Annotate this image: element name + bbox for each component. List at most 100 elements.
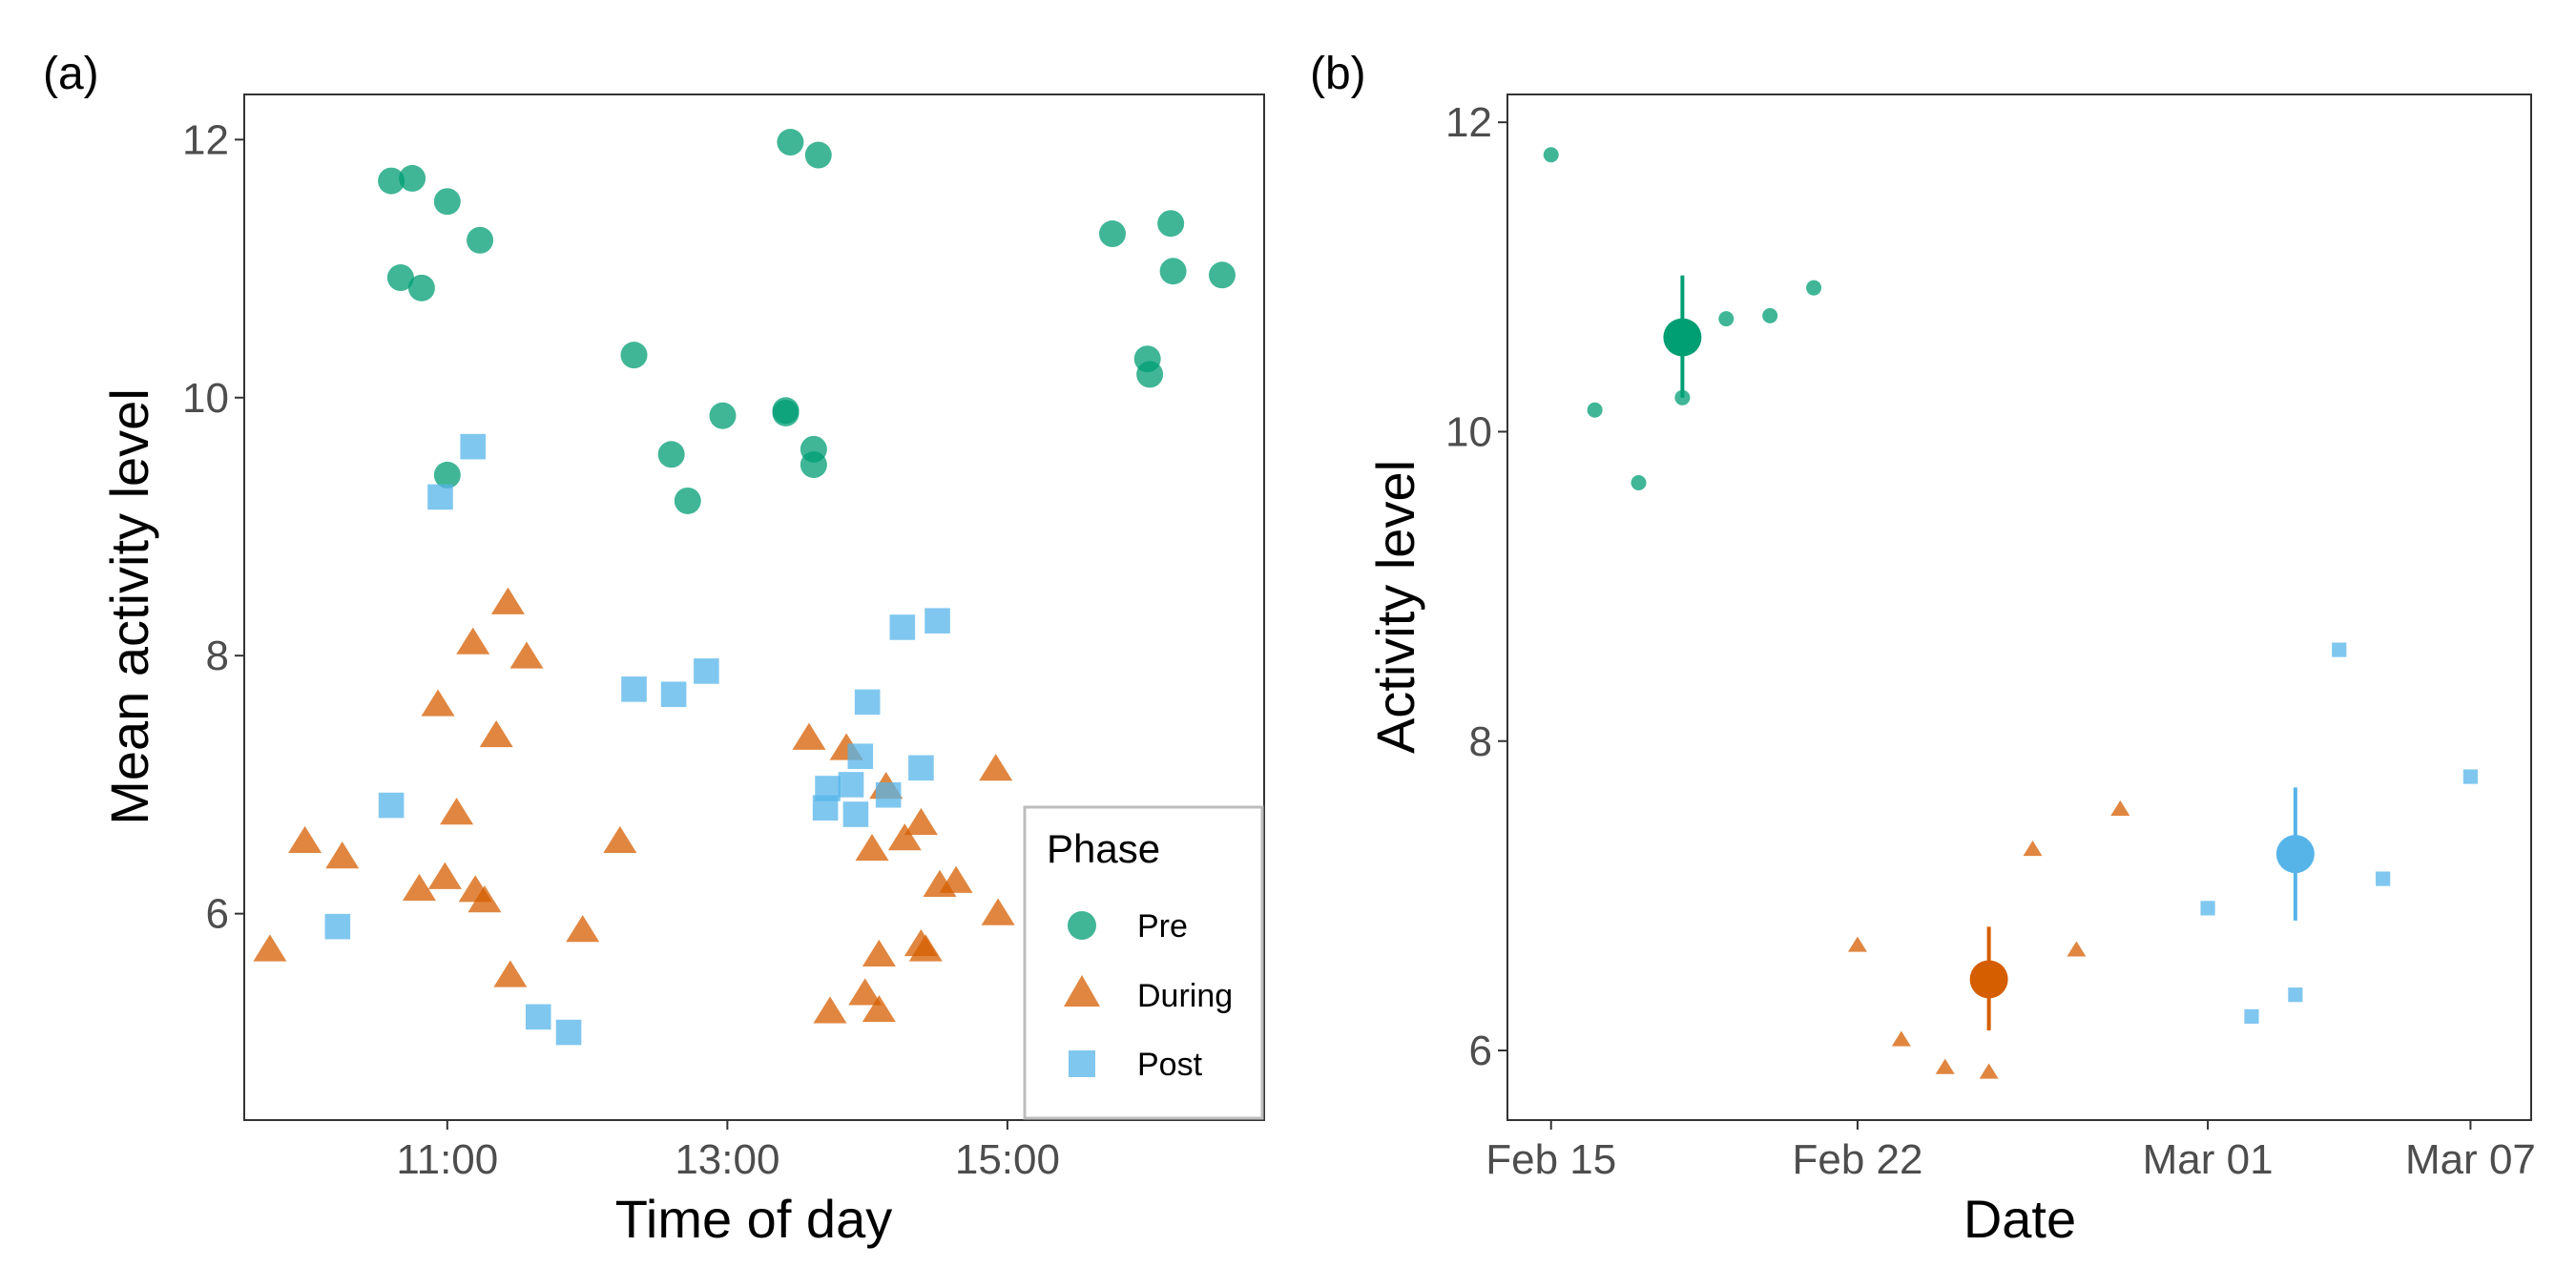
panel-b-point-during <box>2023 841 2043 857</box>
panel-a-point-post <box>889 614 916 640</box>
panel-a-point-during <box>908 934 943 962</box>
panel-a-point-post <box>908 755 934 781</box>
panel-a-point-pre <box>433 461 461 488</box>
panel-a-point-post <box>525 1004 551 1030</box>
panel-b-point-pre <box>1718 311 1735 327</box>
panel-a-point-post <box>427 484 453 510</box>
panel-a-point-during <box>979 754 1013 781</box>
panel-a-tag: (a) <box>43 49 99 99</box>
panel-b-point-pre <box>1762 307 1778 323</box>
panel-b-mean-pre <box>1663 318 1702 357</box>
panel-b-point-post <box>2244 1008 2259 1024</box>
panel-b-tag: (b) <box>1310 49 1366 99</box>
panel-b-point-during <box>1935 1058 1955 1074</box>
panel-a-point-during <box>479 719 513 748</box>
panel-a-points <box>253 129 1236 1046</box>
panel-b-y-axis-title: Activity level <box>1365 460 1425 754</box>
panel-a-point-post <box>621 676 647 702</box>
panel-a-point-pre <box>1208 261 1236 289</box>
panel-b-point-pre <box>1543 147 1559 163</box>
panel-a-point-during <box>792 722 826 750</box>
panel-a-point-post <box>875 781 902 808</box>
panel-a-point-post <box>324 913 351 940</box>
panel-a-point-pre <box>1136 361 1164 388</box>
panel-b-y-tick-label: 6 <box>1469 1028 1492 1074</box>
panel-a-point-during <box>939 865 973 893</box>
panel-a-point-pre <box>467 226 494 254</box>
panel-a-x-axis-title: Time of day <box>615 1189 892 1249</box>
panel-a-point-during <box>253 934 287 962</box>
panel-a-point-post <box>555 1019 582 1046</box>
panel-a-point-pre <box>407 274 435 301</box>
panel-b-x-ticks: Feb 15 Feb 22 Mar 01 Mar 07 <box>1485 1120 2536 1183</box>
panel-b-y-tick-label: 12 <box>1445 99 1492 146</box>
panel-b-mean-post <box>2275 835 2315 874</box>
panel-a-point-post <box>660 681 687 708</box>
panel-a-point-post <box>838 772 864 798</box>
panel-a-point-during <box>855 833 889 862</box>
panel-a-point-post <box>924 608 950 634</box>
legend-key-pre <box>1068 911 1096 940</box>
panel-a-point-during <box>490 587 525 614</box>
panel-a: (a) 6 8 10 12 11:00 13:00 15:00 Time of day M… <box>43 49 1265 1249</box>
panel-b-point-pre <box>1806 280 1822 296</box>
legend-item-post: Post <box>1069 1047 1203 1083</box>
panel-a-x-tick-label: 13:00 <box>675 1136 779 1183</box>
panel-a-point-during <box>288 825 322 853</box>
panel-a-x-ticks: 11:00 13:00 15:00 <box>396 1120 1060 1183</box>
panel-b-x-tick-label: Mar 07 <box>2405 1136 2536 1183</box>
panel-a-point-during <box>440 798 474 825</box>
panel-a-point-during <box>456 627 490 654</box>
panel-a-point-post <box>854 689 881 716</box>
panel-b-x-tick-label: Feb 15 <box>1485 1136 1616 1183</box>
panel-b-point-pre <box>1631 474 1647 490</box>
panel-b-y-tick-label: 10 <box>1445 408 1492 455</box>
panel-b-point-during <box>2067 941 2087 957</box>
panel-a-x-tick-label: 11:00 <box>396 1136 498 1183</box>
panel-a-point-pre <box>399 164 426 192</box>
panel-b-mean-during <box>1969 960 2008 999</box>
panel-a-point-during <box>603 825 637 853</box>
panel-a-point-pre <box>1157 210 1185 238</box>
panel-b-x-tick-label: Feb 22 <box>1792 1136 1922 1183</box>
panel-a-point-pre <box>674 487 701 514</box>
panel-b-point-during <box>1847 936 1867 952</box>
panel-a-point-during <box>467 885 502 913</box>
panel-a-point-pre <box>777 129 804 156</box>
legend-label-during: During <box>1137 978 1233 1014</box>
panel-b-x-axis-title: Date <box>1963 1189 2076 1249</box>
panel-a-point-post <box>815 776 841 801</box>
panel-a-point-post <box>378 792 405 819</box>
panel-a-point-during <box>981 898 1015 925</box>
panel-a-point-during <box>904 807 938 836</box>
panel-b-point-pre <box>1587 402 1603 418</box>
panel-a-point-during <box>402 873 436 902</box>
panel-b-point-during <box>2110 800 2130 816</box>
legend-label-pre: Pre <box>1137 908 1188 945</box>
legend-title: Phase <box>1047 826 1160 871</box>
panel-a-point-during <box>813 996 847 1024</box>
panel-b-point-post <box>2288 987 2303 1003</box>
panel-a-border <box>243 93 1265 1121</box>
panel-a-point-during <box>509 641 544 669</box>
panel-a-point-pre <box>772 397 800 425</box>
panel-a-y-tick-label: 12 <box>182 116 229 163</box>
panel-b-y-ticks: 6 8 10 12 <box>1445 99 1507 1074</box>
panel-a-point-pre <box>709 402 737 429</box>
panel-b: (b) 6 8 10 12 Feb 15 Feb 22 Mar 01 Mar 07 Date… <box>1310 49 2536 1249</box>
panel-b-point-during <box>1979 1063 1999 1079</box>
panel-a-y-tick-label: 6 <box>206 891 229 938</box>
panel-a-point-during <box>862 939 896 966</box>
panel-b-point-during <box>1891 1030 1911 1047</box>
panel-a-point-during <box>325 841 360 869</box>
panel-a-point-post <box>847 743 874 769</box>
panel-a-point-during <box>848 978 883 1006</box>
panel-b-point-post <box>2462 769 2479 784</box>
legend-label-post: Post <box>1137 1047 1203 1083</box>
panel-a-y-tick-label: 8 <box>206 633 229 679</box>
panel-a-point-pre <box>657 441 685 468</box>
panel-a-x-tick-label: 15:00 <box>955 1136 1060 1183</box>
panel-a-point-post <box>842 801 869 827</box>
panel-a-point-during <box>493 960 528 987</box>
